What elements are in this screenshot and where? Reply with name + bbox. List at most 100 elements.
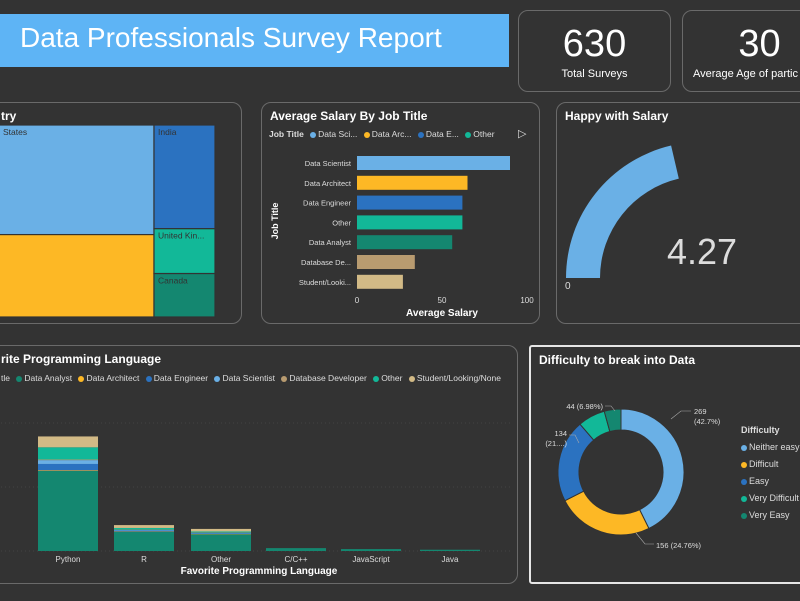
treemap-tile[interactable]: [153, 228, 216, 275]
stacked-bar-segment[interactable]: [420, 549, 480, 551]
stacked-bar-segment[interactable]: [38, 459, 98, 461]
bar-category-label: Data Scientist: [305, 159, 352, 168]
salary-by-job-card[interactable]: Average Salary By Job Title Job Title Da…: [261, 102, 540, 324]
stacked-bar-segment[interactable]: [114, 525, 174, 528]
stacked-bar-segment[interactable]: [114, 530, 174, 532]
difficulty-legend: Neither easy Difficult Easy Very Difficu…: [741, 439, 800, 524]
bar-category-label: Data Analyst: [309, 238, 352, 247]
stacked-bar-segment[interactable]: [38, 460, 98, 464]
legend-next-icon[interactable]: ▷: [518, 128, 527, 140]
stacked-bar-segment[interactable]: [191, 531, 251, 533]
kpi-total-surveys[interactable]: 630 Total Surveys: [518, 10, 671, 92]
donut-slice[interactable]: [620, 408, 685, 530]
legend-swatch: [145, 375, 152, 382]
stacked-bar-segment[interactable]: [191, 532, 251, 534]
treemap-label: United Kin...: [158, 231, 204, 241]
salary-bar[interactable]: [357, 274, 403, 289]
stacked-bar-segment[interactable]: [341, 549, 401, 551]
stacked-bar-segment[interactable]: [38, 447, 98, 460]
treemap-tile[interactable]: [153, 124, 216, 230]
leader-line: [635, 532, 654, 545]
legend-item[interactable]: Very Difficult: [741, 490, 800, 507]
stacked-bar-segment[interactable]: [266, 548, 326, 551]
stacked-bar-segment[interactable]: [38, 471, 98, 551]
legend-item[interactable]: Database Developer: [289, 373, 367, 383]
legend-swatch: [363, 131, 370, 138]
salary-bar[interactable]: [357, 156, 510, 170]
legend-item[interactable]: Data Analyst: [24, 373, 73, 383]
leader-line: [569, 434, 580, 444]
x-tick-label: Python: [56, 555, 81, 564]
kpi-value: 30: [738, 23, 781, 65]
legend-item[interactable]: Other: [473, 129, 495, 139]
programming-language-card[interactable]: rite Programming Language tle Data Analy…: [0, 345, 518, 584]
treemap-tile[interactable]: [0, 124, 155, 236]
treemap-tile[interactable]: [153, 272, 216, 318]
legend-item[interactable]: Easy: [741, 473, 800, 490]
bar-category-label: Student/Looki...: [299, 278, 351, 287]
difficulty-donut-chart: 269(42.7%) 156 (24.76%) 134(21....) 44 (6.9…: [545, 402, 720, 550]
legend-item[interactable]: Data Architect: [86, 373, 140, 383]
salary-bar[interactable]: [357, 195, 463, 210]
leader-line: [670, 410, 691, 420]
salary-bar[interactable]: [357, 215, 463, 230]
legend-item[interactable]: Difficult: [741, 456, 800, 473]
stacked-bar-segment[interactable]: [114, 529, 174, 531]
stacked-bar-segment[interactable]: [38, 436, 98, 448]
legend-item[interactable]: Neither easy: [741, 439, 800, 456]
legend-title: Difficulty: [741, 425, 780, 435]
legend-item[interactable]: Data Scientist: [222, 373, 275, 383]
card-title: rite Programming Language: [1, 352, 162, 366]
x-tick-label: 50: [438, 296, 447, 305]
legend-swatch: [741, 444, 747, 451]
x-tick-label: 0: [355, 296, 360, 305]
stacked-bar-segment[interactable]: [191, 533, 251, 535]
legend-item[interactable]: Data Engineer: [153, 373, 209, 383]
legend-label: Very Easy: [749, 510, 790, 520]
legend-item[interactable]: Other: [381, 373, 403, 383]
treemap-tile[interactable]: [0, 233, 155, 318]
donut-slice[interactable]: [603, 408, 622, 433]
legend-swatch: [373, 375, 380, 382]
donut-data-label: (21....): [545, 439, 567, 448]
stacked-bar-segment[interactable]: [114, 527, 174, 530]
donut-data-label: 156 (24.76%): [656, 541, 702, 550]
kpi-average-age[interactable]: 30 Average Age of partic: [682, 10, 800, 92]
legend-swatch: [408, 375, 415, 382]
legend-swatch: [741, 478, 747, 485]
difficulty-card[interactable]: Difficulty to break into Data 269 (42.7%)…: [529, 345, 800, 584]
donut-slice[interactable]: [564, 490, 650, 536]
salary-bar[interactable]: [357, 175, 468, 190]
legend-swatch: [281, 375, 288, 382]
legend-title: tle: [1, 373, 10, 383]
stacked-bar-segment[interactable]: [38, 463, 98, 471]
kpi-label: Total Surveys: [561, 68, 628, 80]
stacked-bar-segment[interactable]: [191, 528, 251, 532]
stacked-bar-segment[interactable]: [114, 531, 174, 551]
legend-item[interactable]: Data E...: [425, 129, 459, 139]
legend-item[interactable]: Student/Looking/None: [416, 373, 501, 383]
stacked-bar-segment[interactable]: [191, 534, 251, 551]
x-axis-title: Average Salary: [406, 308, 478, 319]
legend-item[interactable]: Very Easy: [741, 507, 800, 524]
x-tick-label: Java: [442, 555, 459, 564]
salary-legend: Job Title Data Sci... Data Arc... Data E…: [269, 129, 495, 139]
happy-salary-card[interactable]: Happy with Salary 4.27 0: [556, 102, 800, 324]
legend-label: Difficult: [749, 459, 779, 469]
donut-data-label: 269: [694, 407, 707, 416]
legend-swatch: [417, 131, 424, 138]
country-treemap-card[interactable]: try States India United Kin... Canada: [0, 102, 242, 324]
legend-swatch: [78, 375, 85, 382]
legend-swatch: [741, 461, 747, 468]
legend-title: Job Title: [269, 129, 304, 139]
donut-data-label: 44 (6.98%): [566, 402, 603, 411]
legend-item[interactable]: Data Sci...: [318, 129, 358, 139]
stacked-bar-segment[interactable]: [38, 470, 98, 471]
x-tick-label: 100: [520, 296, 534, 305]
gauge-fill-arc[interactable]: [566, 145, 679, 278]
legend-item[interactable]: Data Arc...: [371, 129, 412, 139]
salary-bar[interactable]: [357, 255, 415, 269]
salary-bar[interactable]: [357, 235, 453, 250]
donut-data-label: 134: [554, 429, 567, 438]
x-tick-label: JavaScript: [352, 555, 390, 564]
